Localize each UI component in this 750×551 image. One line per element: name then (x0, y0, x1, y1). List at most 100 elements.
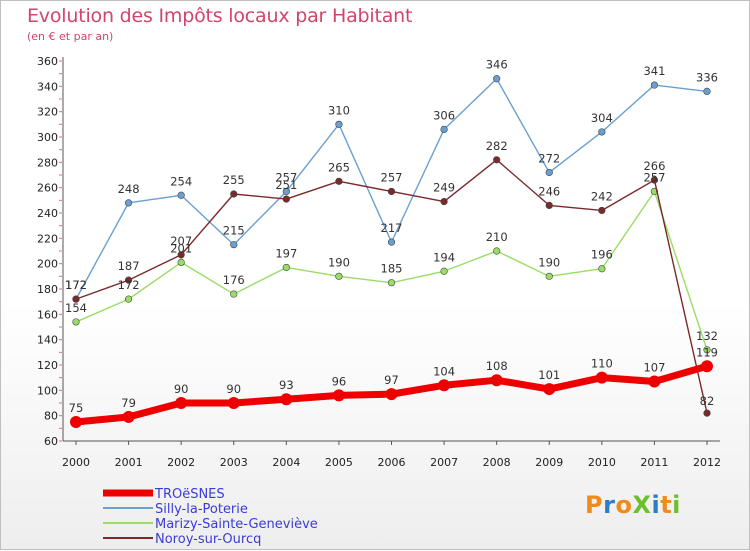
data-point (650, 176, 659, 184)
data-point (230, 190, 238, 198)
x-tick-label: 2003 (220, 456, 248, 469)
data-label: 201 (170, 241, 192, 255)
data-label: 96 (332, 374, 347, 388)
data-point (177, 251, 185, 259)
logo-letter: i (651, 491, 661, 519)
data-label: 119 (696, 345, 718, 359)
data-label: 107 (643, 360, 665, 374)
data-label: 282 (486, 139, 508, 153)
data-point (598, 206, 606, 215)
data-point (440, 125, 448, 133)
x-tick-label: 2001 (115, 456, 143, 469)
data-point (598, 265, 606, 273)
data-label: 108 (486, 359, 508, 373)
data-point (335, 177, 343, 185)
data-label: 266 (643, 159, 665, 173)
data-label: 97 (384, 373, 399, 387)
data-point (438, 379, 451, 392)
data-label: 257 (643, 170, 665, 184)
logo-letter: X (632, 491, 652, 519)
data-point (280, 393, 293, 406)
data-point (650, 81, 659, 89)
data-point (177, 258, 185, 267)
logo-letter: i (672, 491, 681, 519)
data-label: 251 (275, 178, 297, 192)
data-label: 154 (65, 301, 87, 315)
y-tick-label: 140 (37, 334, 58, 347)
data-point (703, 409, 711, 417)
data-point (595, 371, 608, 384)
y-tick-label: 180 (37, 283, 58, 296)
y-tick-label: 60 (44, 435, 58, 448)
data-point (545, 168, 553, 177)
x-tick-label: 2004 (272, 456, 300, 469)
data-label: 346 (486, 58, 508, 72)
data-point (282, 263, 290, 272)
data-point (282, 195, 290, 203)
x-tick-label: 2005 (325, 456, 353, 469)
data-label: 190 (538, 255, 560, 269)
data-point (703, 87, 711, 95)
data-point (440, 198, 448, 206)
legend-label: Silly-la-Poterie (155, 502, 248, 517)
data-point (72, 295, 80, 303)
data-label: 79 (121, 396, 136, 410)
data-label: 75 (69, 401, 84, 415)
data-label: 246 (538, 184, 560, 198)
data-point (440, 267, 448, 275)
data-point (282, 187, 290, 196)
data-point (335, 120, 343, 128)
data-label: 265 (328, 160, 350, 174)
y-tick-label: 80 (44, 410, 58, 423)
data-label: 304 (591, 111, 613, 125)
data-point (493, 247, 501, 255)
data-point (230, 290, 238, 298)
y-tick-label: 160 (37, 308, 58, 321)
y-tick-label: 300 (37, 131, 58, 144)
data-label: 172 (118, 278, 140, 292)
data-label: 249 (433, 181, 455, 195)
data-label: 101 (538, 368, 560, 382)
data-label: 242 (591, 189, 613, 203)
proxiti-logo: ProXiti (585, 491, 681, 519)
data-label: 257 (275, 170, 297, 184)
data-label: 172 (65, 278, 87, 292)
x-tick-label: 2011 (640, 456, 668, 469)
y-tick-label: 260 (37, 182, 58, 195)
x-tick-label: 2002 (167, 456, 195, 469)
y-tick-label: 340 (37, 80, 58, 93)
x-tick-label: 2012 (693, 456, 721, 469)
data-point (332, 389, 345, 402)
data-point (493, 75, 501, 83)
data-label: 82 (700, 394, 715, 408)
data-label: 207 (170, 234, 192, 248)
y-tick-label: 280 (37, 156, 58, 169)
data-point (122, 410, 135, 423)
data-label: 272 (538, 151, 560, 165)
data-label: 341 (643, 64, 665, 78)
data-label: 172 (65, 278, 87, 292)
data-point (490, 374, 503, 387)
data-label: 217 (381, 221, 403, 235)
data-label: 132 (696, 329, 718, 343)
x-tick-label: 2006 (378, 456, 406, 469)
data-label: 215 (223, 224, 245, 238)
data-label: 310 (328, 103, 350, 117)
data-point (598, 128, 606, 136)
data-label: 90 (226, 382, 241, 396)
legend-label: Marizy-Sainte-Geneviève (155, 517, 318, 532)
data-point (124, 295, 133, 303)
logo-letter: t (660, 491, 673, 519)
data-point (335, 272, 343, 280)
data-label: 306 (433, 108, 455, 122)
x-tick-label: 2000 (62, 456, 90, 469)
data-label: 257 (381, 170, 403, 184)
data-point (648, 375, 661, 388)
y-tick-label: 220 (37, 232, 58, 245)
chart-title: Evolution des Impôts locaux par Habitant (27, 5, 413, 27)
chart-subtitle: (en € et par an) (27, 30, 114, 43)
y-tick-label: 320 (37, 106, 58, 119)
y-tick-label: 200 (37, 258, 58, 271)
